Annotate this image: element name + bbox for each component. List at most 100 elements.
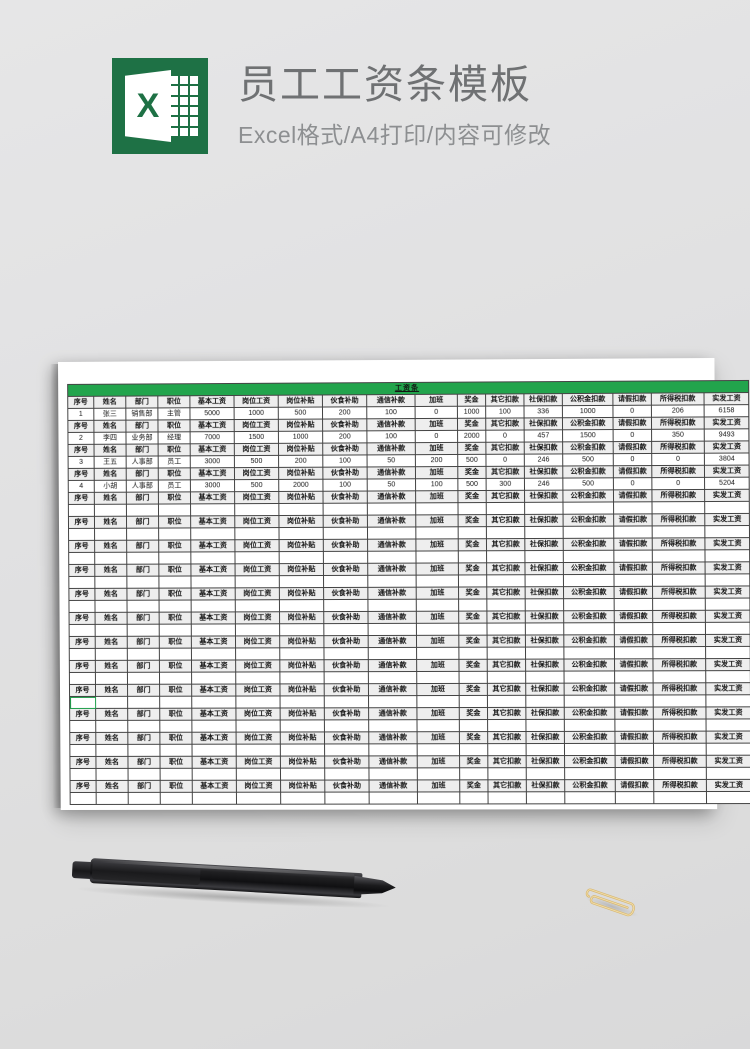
empty-cell[interactable] bbox=[706, 791, 750, 804]
empty-cell[interactable] bbox=[705, 598, 750, 611]
data-cell[interactable]: 张三 bbox=[93, 408, 126, 421]
empty-cell[interactable] bbox=[613, 525, 653, 539]
data-cell[interactable]: 7000 bbox=[190, 431, 235, 444]
empty-cell[interactable] bbox=[614, 670, 654, 684]
empty-cell[interactable] bbox=[126, 528, 159, 541]
empty-cell[interactable] bbox=[160, 792, 193, 805]
empty-cell[interactable] bbox=[126, 552, 159, 565]
data-cell[interactable]: 1000 bbox=[457, 406, 486, 419]
empty-cell[interactable] bbox=[279, 671, 325, 684]
empty-cell[interactable] bbox=[486, 550, 525, 563]
empty-cell[interactable] bbox=[68, 600, 96, 613]
empty-cell[interactable] bbox=[235, 671, 280, 685]
data-cell[interactable]: 500 bbox=[562, 453, 614, 466]
empty-cell[interactable] bbox=[158, 551, 191, 565]
empty-cell[interactable] bbox=[127, 744, 161, 757]
empty-cell[interactable] bbox=[95, 696, 128, 709]
empty-cell[interactable] bbox=[128, 768, 161, 781]
empty-cell[interactable] bbox=[486, 502, 525, 515]
empty-cell[interactable] bbox=[324, 671, 369, 684]
data-cell[interactable]: 0 bbox=[415, 430, 458, 443]
empty-cell[interactable] bbox=[191, 599, 236, 613]
empty-cell[interactable] bbox=[94, 576, 127, 589]
empty-cell[interactable] bbox=[95, 672, 128, 685]
empty-cell[interactable] bbox=[525, 598, 564, 611]
empty-cell[interactable] bbox=[127, 672, 160, 685]
empty-cell[interactable] bbox=[279, 623, 324, 636]
empty-cell[interactable] bbox=[416, 647, 459, 660]
empty-cell[interactable] bbox=[415, 526, 459, 539]
data-cell[interactable]: 457 bbox=[524, 429, 563, 443]
empty-cell[interactable] bbox=[159, 720, 192, 733]
data-cell[interactable]: 3804 bbox=[704, 452, 750, 466]
empty-cell[interactable] bbox=[706, 767, 750, 780]
data-cell[interactable]: 业务部 bbox=[125, 431, 159, 445]
empty-cell[interactable] bbox=[705, 694, 750, 707]
data-cell[interactable]: 3000 bbox=[190, 479, 235, 492]
empty-cell[interactable] bbox=[416, 574, 459, 588]
empty-cell[interactable] bbox=[705, 622, 750, 635]
empty-cell[interactable] bbox=[564, 743, 616, 756]
empty-cell[interactable] bbox=[70, 792, 97, 805]
empty-cell[interactable] bbox=[486, 622, 526, 636]
empty-cell[interactable] bbox=[68, 504, 95, 517]
data-cell[interactable]: 小胡 bbox=[94, 480, 127, 493]
empty-cell[interactable] bbox=[280, 743, 325, 757]
empty-cell[interactable] bbox=[706, 718, 750, 732]
data-cell[interactable]: 200 bbox=[322, 406, 367, 420]
data-cell[interactable]: 500 bbox=[562, 477, 614, 491]
empty-cell[interactable] bbox=[368, 719, 418, 732]
empty-cell[interactable] bbox=[459, 671, 488, 684]
empty-cell[interactable] bbox=[279, 647, 325, 660]
data-cell[interactable]: 100 bbox=[485, 405, 525, 419]
empty-cell[interactable] bbox=[563, 622, 615, 635]
empty-cell[interactable] bbox=[159, 672, 192, 685]
data-cell[interactable]: 300 bbox=[486, 478, 525, 491]
data-cell[interactable]: 100 bbox=[415, 478, 458, 491]
empty-cell[interactable] bbox=[190, 575, 236, 589]
empty-cell[interactable] bbox=[705, 670, 750, 683]
empty-cell[interactable] bbox=[486, 526, 525, 539]
empty-cell[interactable] bbox=[191, 647, 236, 661]
empty-cell[interactable] bbox=[368, 743, 418, 756]
data-cell[interactable]: 500 bbox=[278, 407, 323, 420]
empty-cell[interactable] bbox=[160, 768, 193, 781]
empty-cell[interactable] bbox=[653, 694, 706, 708]
data-cell[interactable]: 0 bbox=[612, 405, 652, 418]
empty-cell[interactable] bbox=[652, 646, 706, 659]
data-cell[interactable]: 6158 bbox=[704, 404, 749, 417]
empty-cell[interactable] bbox=[614, 622, 653, 635]
data-cell[interactable]: 100 bbox=[322, 454, 368, 468]
empty-cell[interactable] bbox=[416, 719, 460, 732]
active-cell[interactable] bbox=[69, 696, 96, 709]
empty-cell[interactable] bbox=[459, 791, 489, 804]
empty-cell[interactable] bbox=[614, 719, 654, 732]
empty-cell[interactable] bbox=[368, 767, 418, 780]
empty-cell[interactable] bbox=[369, 791, 418, 805]
empty-cell[interactable] bbox=[525, 671, 565, 684]
empty-cell[interactable] bbox=[126, 600, 160, 613]
empty-cell[interactable] bbox=[563, 646, 615, 660]
empty-cell[interactable] bbox=[127, 720, 160, 733]
data-cell[interactable]: 销售部 bbox=[125, 407, 158, 421]
empty-cell[interactable] bbox=[459, 719, 488, 732]
data-cell[interactable]: 0 bbox=[613, 477, 652, 490]
empty-cell[interactable] bbox=[564, 670, 615, 684]
data-cell[interactable]: 500 bbox=[457, 478, 487, 491]
empty-cell[interactable] bbox=[526, 767, 565, 780]
empty-cell[interactable] bbox=[126, 504, 159, 517]
empty-cell[interactable] bbox=[368, 695, 417, 708]
empty-cell[interactable] bbox=[278, 503, 324, 516]
empty-cell[interactable] bbox=[68, 528, 95, 541]
empty-cell[interactable] bbox=[192, 744, 237, 757]
data-cell[interactable]: 50 bbox=[367, 478, 416, 492]
data-cell[interactable]: 100 bbox=[322, 479, 368, 492]
empty-cell[interactable] bbox=[652, 525, 705, 539]
empty-cell[interactable] bbox=[235, 623, 280, 636]
data-cell[interactable]: 500 bbox=[234, 479, 279, 492]
empty-cell[interactable] bbox=[564, 719, 615, 732]
data-cell[interactable]: 1500 bbox=[234, 431, 279, 444]
empty-cell[interactable] bbox=[280, 768, 325, 781]
empty-cell[interactable] bbox=[191, 623, 236, 637]
empty-cell[interactable] bbox=[158, 575, 192, 589]
